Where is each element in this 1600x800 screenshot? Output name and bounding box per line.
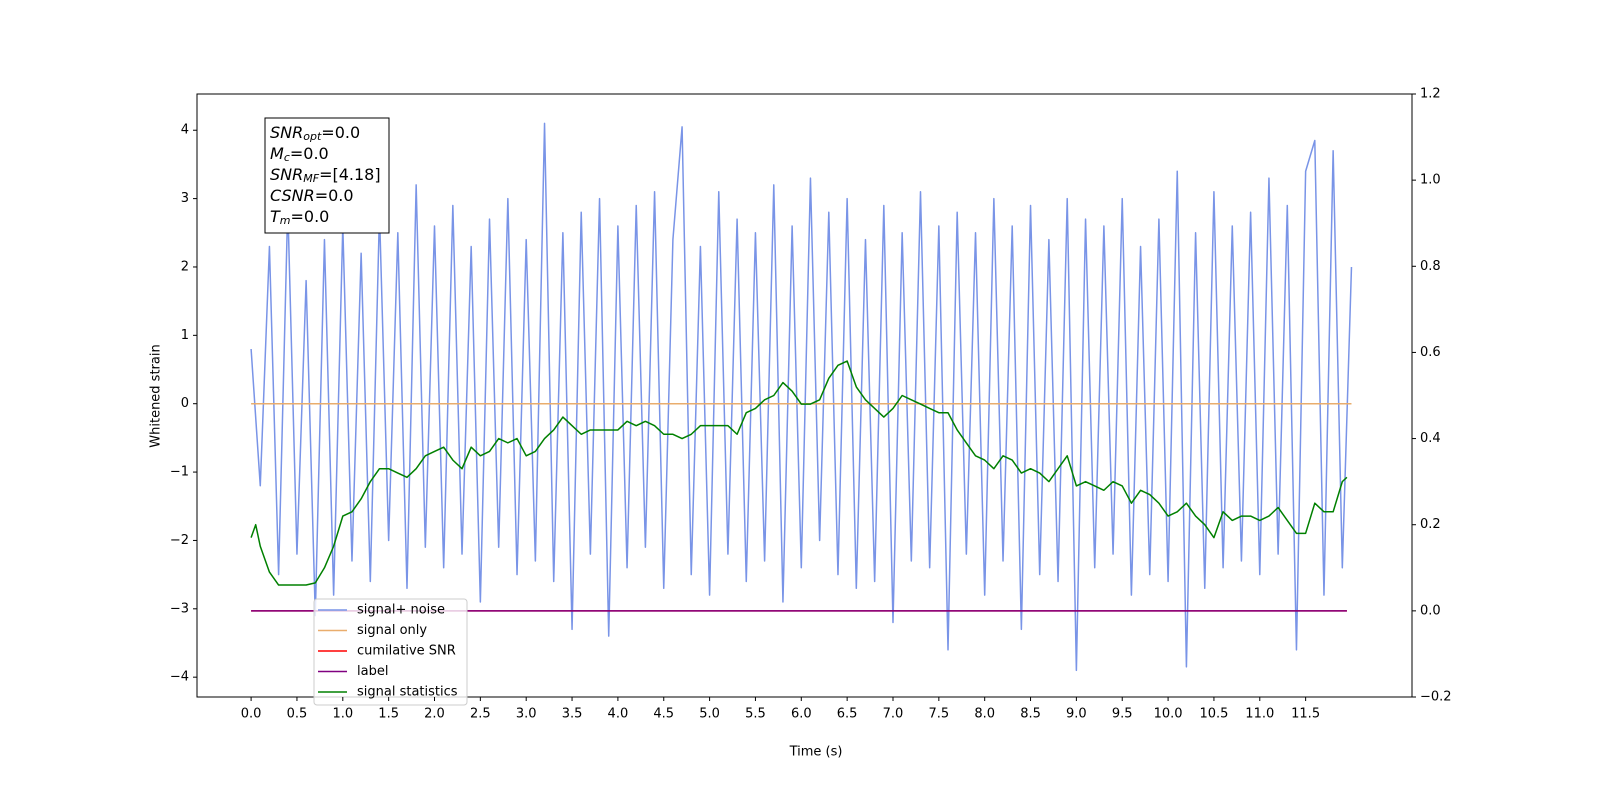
annotation-base: T (270, 207, 281, 226)
x-tick-label: 4.5 (653, 707, 674, 722)
x-tick-label: 9.5 (1112, 707, 1133, 722)
x-tick-label: 10.5 (1199, 707, 1228, 722)
x-tick-label: 7.5 (928, 707, 949, 722)
annotation-sub: MF (303, 172, 319, 185)
x-tick-label: 0.5 (287, 707, 308, 722)
x-tick-label: 5.0 (699, 707, 720, 722)
x-axis-label: Time (s) (789, 745, 843, 760)
series-line (250, 122, 1353, 672)
annotation-line: Mc=0.0 (270, 144, 329, 165)
annotation-rest: =0.0 (321, 123, 360, 142)
annotation: SNRopt=0.0Mc=0.0SNRMF=[4.18]CSNR=0.0Tm=0… (270, 123, 381, 228)
annotation-rest: =0.0 (291, 207, 330, 226)
y-tick-label: 0 (181, 396, 189, 411)
x-tick-label: 8.5 (1020, 707, 1041, 722)
y-axis-label: Whitened strain (149, 344, 164, 447)
x-tick-label: 4.0 (608, 707, 629, 722)
legend-label: signal only (357, 623, 427, 638)
annotation-base: M (270, 144, 284, 163)
y2-tick-label: 0.4 (1420, 431, 1441, 446)
y2-tick-label: 1.2 (1420, 87, 1441, 102)
y-tick-label: 1 (181, 328, 189, 343)
y-tick-label: −1 (170, 465, 189, 480)
x-tick-label: 11.5 (1291, 707, 1320, 722)
y-tick-label: 3 (181, 191, 189, 206)
x-tick-label: 2.5 (470, 707, 491, 722)
annotation-line: CSNR=0.0 (270, 186, 354, 205)
y-tick-label: 2 (181, 259, 189, 274)
y2-tick-label: 1.0 (1420, 173, 1441, 188)
y2-tick-label: −0.2 (1420, 690, 1452, 705)
annotation-base: CSNR (270, 186, 315, 205)
annotation-rest: =0.0 (315, 186, 354, 205)
annotation-line: Tm=0.0 (270, 207, 329, 228)
y-tick-label: −3 (170, 601, 189, 616)
y2-tick-label: 0.0 (1420, 603, 1441, 618)
annotation-line: SNRMF=[4.18] (270, 165, 381, 186)
y-tick-label: 4 (181, 123, 189, 138)
y2-tick-label: 0.2 (1420, 517, 1441, 532)
legend-label: label (357, 664, 388, 679)
x-tick-label: 3.0 (516, 707, 537, 722)
annotation-rest: =0.0 (290, 144, 329, 163)
x-tick-label: 5.5 (745, 707, 766, 722)
x-tick-label: 7.0 (883, 707, 904, 722)
annotation-base: SNR (270, 123, 303, 142)
annotation-base: SNR (270, 165, 303, 184)
x-tick-label: 1.0 (332, 707, 353, 722)
x-tick-label: 0.0 (241, 707, 262, 722)
annotation-sub: m (280, 214, 291, 227)
x-tick-label: 9.0 (1066, 707, 1087, 722)
series-line (250, 360, 1348, 586)
annotation-box (264, 117, 390, 234)
x-tick-label: 2.0 (424, 707, 445, 722)
x-tick-label: 6.0 (791, 707, 812, 722)
x-tick-label: 6.5 (837, 707, 858, 722)
legend-box (313, 598, 468, 706)
x-tick-label: 10.0 (1154, 707, 1183, 722)
legend-label: signal statistics (357, 685, 458, 700)
legend-label: signal+ noise (357, 603, 445, 618)
legend: signal+ noise signal only cumilative SNR la… (318, 603, 458, 700)
x-tick-label: 11.0 (1245, 707, 1274, 722)
axes-frame (196, 93, 1413, 698)
annotation-sub: opt (303, 130, 322, 143)
annotation-rest: =[4.18] (319, 165, 381, 184)
x-tick-label: 8.0 (974, 707, 995, 722)
y-tick-label: −4 (170, 670, 189, 685)
y-tick-label: −2 (170, 533, 189, 548)
annotation-sub: c (284, 151, 290, 164)
x-tick-label: 3.5 (562, 707, 583, 722)
annotation-line: SNRopt=0.0 (270, 123, 360, 144)
legend-label: cumilative SNR (357, 644, 456, 659)
x-tick-label: 1.5 (378, 707, 399, 722)
y2-tick-label: 0.8 (1420, 259, 1441, 274)
y2-tick-label: 0.6 (1420, 345, 1441, 360)
